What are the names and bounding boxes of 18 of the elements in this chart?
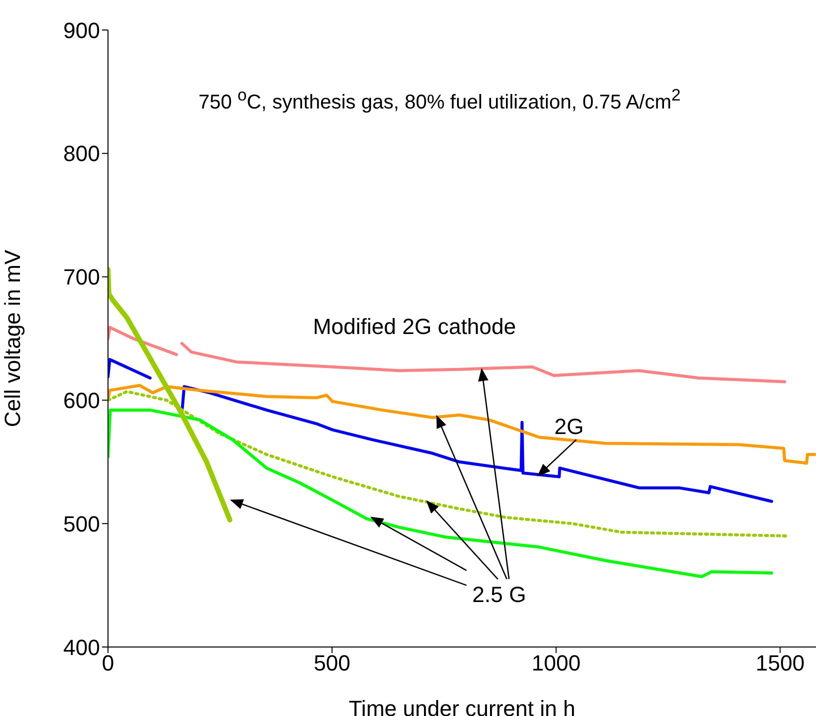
annotation: 750 $^{o}$C, synthesis gas, 80% fuel utilization, 0.75 A/cm$^{2}$ [198,86,681,115]
x-tick-label: 0 [102,650,114,676]
y-tick-label: 600 [63,388,100,414]
y-tick-label: 400 [63,634,100,660]
y-tick-label: 900 [63,18,100,43]
line-series [108,384,816,465]
annotation: Modified 2G cathode [312,314,516,340]
x-tick-label: 500 [314,650,350,676]
annotation: 2.5 G [472,582,526,608]
x-tick-label: 1000 [532,650,581,676]
y-tick-label: 800 [63,141,100,166]
x-tick-label: 1500 [756,650,805,676]
line-series [108,408,774,578]
y-axis-title: Cell voltage in mV [0,250,25,428]
x-axis-title: Time under current in h [348,696,576,716]
y-tick-label: 700 [63,264,100,290]
y-tick-label: 500 [63,511,100,536]
annotation: 2G [554,414,584,440]
